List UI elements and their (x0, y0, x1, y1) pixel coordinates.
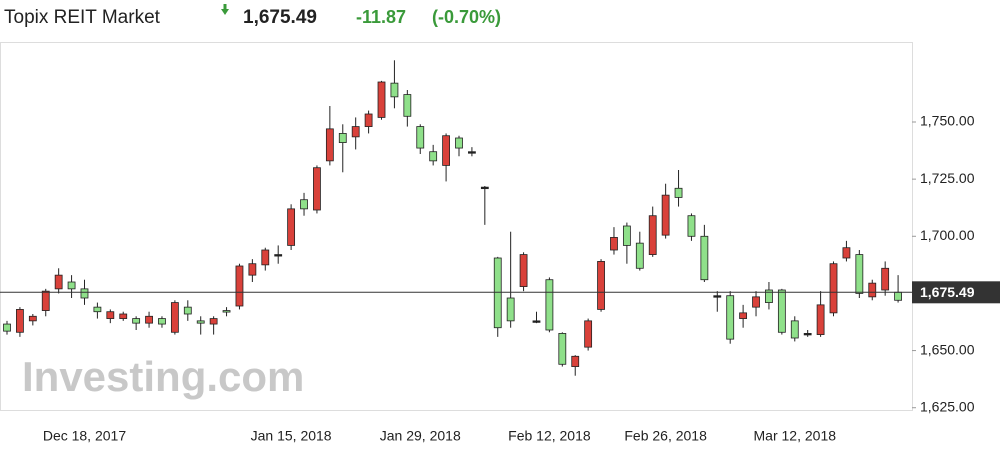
y-tick-label: 1,650.00 (920, 341, 975, 357)
last-price-label: 1,675.49 (920, 284, 975, 300)
candle-body (429, 151, 438, 162)
x-tick-label: Mar 12, 2018 (754, 428, 837, 444)
candle-body (183, 306, 192, 315)
candle-body (855, 254, 864, 294)
candle-body (196, 320, 205, 324)
change: -11.87 (356, 7, 406, 27)
candle-body (119, 313, 128, 319)
candle-body (726, 295, 735, 340)
candle-body (506, 297, 515, 322)
candle-body (765, 289, 773, 303)
candle-body (713, 295, 722, 298)
candle-body (3, 323, 11, 332)
candle-body (687, 215, 696, 237)
candle-body (261, 249, 270, 266)
candle-body (661, 194, 670, 236)
down-arrow (221, 9, 229, 15)
candle-body (752, 296, 760, 308)
plot-frame (0, 42, 913, 411)
candle-body (377, 81, 386, 118)
change-pct: (-0.70%) (432, 7, 501, 27)
candle-body (816, 304, 825, 335)
candle-body (28, 315, 37, 322)
candle-body (145, 315, 153, 324)
candle-body (170, 302, 179, 333)
candle-body (222, 310, 231, 313)
y-tick-label: 1,700.00 (920, 227, 975, 243)
candle-body (558, 333, 567, 365)
candle-body (468, 151, 476, 154)
candle-body (80, 288, 89, 299)
candle-body (700, 235, 709, 281)
candle-body (894, 291, 902, 301)
y-tick-label: 1,725.00 (920, 170, 975, 186)
instrument-title: Topix REIT Market (4, 7, 161, 28)
candle-body (287, 208, 296, 246)
x-tick-label: Feb 12, 2018 (508, 428, 591, 444)
candle-body (532, 320, 541, 323)
candle-body (571, 355, 580, 367)
y-tick-label: 1,750.00 (920, 113, 975, 129)
candle-body (403, 94, 412, 117)
candle-body (209, 318, 218, 325)
candle-body (739, 312, 748, 319)
candle-body (881, 267, 890, 291)
candle-body (351, 126, 360, 138)
candle-body (158, 318, 166, 325)
candle-body (842, 247, 851, 259)
candle-body (313, 167, 321, 211)
candle-body (803, 333, 812, 336)
candle-body (16, 309, 24, 333)
candle-body (493, 257, 502, 329)
candle-body (597, 261, 605, 310)
candle-body (610, 237, 618, 251)
candle-body (635, 242, 644, 269)
candle-body (648, 215, 657, 255)
candle-body (584, 320, 593, 348)
y-tick-label: 1,625.00 (920, 398, 975, 414)
candle-body (622, 225, 631, 246)
candle-body (455, 137, 463, 149)
x-tick-label: Jan 15, 2018 (251, 428, 332, 444)
candle-body (868, 282, 877, 298)
arrow-stem (223, 4, 227, 10)
candle-body (829, 263, 838, 314)
x-tick-label: Feb 26, 2018 (624, 428, 707, 444)
price: 1,675.49 (243, 7, 317, 28)
candle-body (235, 265, 244, 307)
candle-body (442, 135, 450, 166)
candle-body (416, 126, 425, 149)
candle-body (338, 133, 347, 143)
watermark: Investing.com (22, 353, 304, 400)
candle-body (248, 263, 257, 276)
candle-body (519, 254, 528, 287)
candle-body (777, 289, 786, 333)
candle-body (674, 187, 683, 198)
candle-body (364, 113, 373, 127)
candle-body (106, 311, 115, 319)
candle-body (300, 199, 308, 210)
candle-body (790, 320, 799, 339)
candle-body (274, 254, 283, 257)
candle-body (54, 274, 63, 290)
candle-body (93, 306, 102, 313)
x-tick-label: Jan 29, 2018 (380, 428, 461, 444)
candle-body (325, 128, 334, 162)
candle-body (480, 186, 489, 190)
last-price-box (912, 281, 1000, 304)
x-tick-label: Dec 18, 2017 (43, 428, 126, 444)
candle-body (41, 290, 50, 311)
candle-body (545, 279, 554, 331)
candle-body (132, 318, 141, 324)
candle-body (67, 281, 76, 290)
candle-body (390, 82, 399, 98)
